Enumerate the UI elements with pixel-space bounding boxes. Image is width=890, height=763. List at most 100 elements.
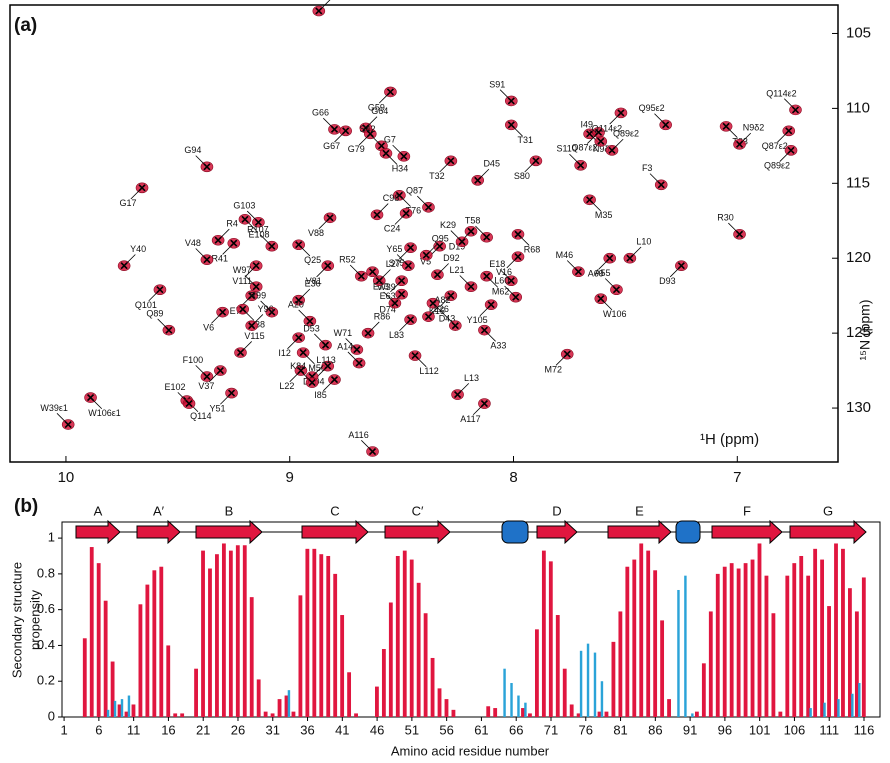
x-tick-label: 1 [60, 722, 67, 737]
peak-label: K15 [429, 306, 445, 316]
peak-label: L22 [279, 381, 294, 391]
leader-line [240, 341, 252, 353]
bar [625, 566, 630, 717]
leader-line [365, 116, 378, 129]
bar [521, 708, 525, 717]
peak-label: Q89ε2 [613, 129, 639, 139]
peak-label: W39ε1 [40, 403, 68, 413]
peak-label: T76 [406, 206, 422, 216]
bar [736, 568, 741, 717]
bar [388, 602, 393, 717]
peak-label: V37 [198, 381, 214, 391]
leader-line [390, 280, 402, 293]
strand-arrow [136, 519, 181, 545]
leader-line [334, 130, 346, 143]
x-tick-label: 6 [95, 722, 102, 737]
peak-label: Q114 [190, 411, 211, 421]
leader-line [569, 153, 581, 166]
bar [451, 709, 456, 717]
bar [848, 588, 852, 717]
bar [827, 606, 831, 717]
strand-arrow [607, 519, 672, 545]
leader-line [195, 365, 208, 377]
strand-arrow [301, 519, 369, 545]
leader-line [472, 403, 485, 416]
bar [834, 543, 838, 717]
leader-line [394, 212, 407, 225]
leader-line [314, 333, 326, 346]
bar [604, 711, 609, 717]
bar [180, 713, 185, 717]
strand-label: C [330, 503, 339, 518]
leader-line [399, 247, 411, 260]
peak-label: R86 [374, 312, 391, 322]
y-axis-label: ¹⁵N (ppm) [857, 299, 873, 360]
leader-line [385, 153, 398, 165]
bar [562, 668, 567, 717]
x-tick-label: 9 [286, 469, 294, 486]
leader-line [649, 173, 662, 186]
bar [837, 699, 840, 717]
x-tick-label: 46 [370, 722, 384, 737]
bar [291, 711, 296, 717]
peak-label: L113 [316, 355, 335, 365]
leader-line [479, 304, 492, 317]
leader-line [517, 233, 530, 246]
x-tick-label: 36 [300, 722, 314, 737]
bar [851, 693, 854, 717]
peak-label: Q114ε2 [592, 123, 622, 133]
y-tick-label: 110 [846, 99, 870, 116]
peak-label: N9δ2 [743, 123, 765, 133]
bar [593, 652, 597, 717]
leader-line [246, 210, 259, 223]
peak-label: Q89 [146, 309, 163, 319]
leader-line [783, 98, 796, 111]
peak-label: V88 [308, 228, 324, 238]
y-tick-label: 1 [48, 530, 55, 545]
peak-label: L83 [389, 330, 404, 340]
bar [528, 713, 532, 717]
bar [809, 708, 812, 717]
leader-line [157, 318, 170, 331]
leader-line [439, 160, 452, 173]
leader-line [369, 134, 382, 147]
x-tick-label: 41 [335, 722, 349, 737]
leader-line [260, 300, 273, 313]
peak-label: W106 [603, 309, 627, 319]
y-tick-label: 115 [846, 174, 870, 191]
strand-label: B [225, 503, 234, 518]
bar [764, 575, 769, 717]
peak-label: A82 [434, 295, 450, 305]
bar [486, 706, 491, 717]
leader-line [510, 124, 523, 137]
bar [694, 711, 699, 717]
peak-label: G64 [371, 106, 388, 116]
peak-label: L60 [494, 276, 509, 286]
leader-line [486, 275, 499, 288]
bar [677, 589, 680, 717]
leader-line [392, 144, 405, 157]
peak-label: R52 [339, 255, 356, 265]
peak-label: Q95 [432, 234, 449, 244]
leader-line [260, 234, 273, 247]
bar [263, 711, 268, 717]
peak-label: G66 [312, 108, 329, 118]
peak-label: V5 [420, 257, 431, 267]
x-tick-label: 31 [266, 722, 280, 737]
peak-label: G94 [184, 145, 201, 155]
leader-line [524, 160, 537, 173]
peak-label: D93 [659, 276, 676, 286]
bar [249, 597, 254, 717]
peak-label: Q101 [135, 300, 157, 310]
leader-line [598, 257, 611, 270]
bar [287, 690, 291, 717]
peak-label: A20 [288, 300, 304, 310]
bar [444, 699, 449, 717]
leader-line [244, 265, 257, 278]
leader-line [629, 246, 642, 259]
bar [106, 709, 110, 717]
leader-line [425, 243, 438, 256]
leader-line [589, 199, 602, 212]
bar [806, 575, 811, 717]
peak-label: G67 [323, 141, 340, 151]
